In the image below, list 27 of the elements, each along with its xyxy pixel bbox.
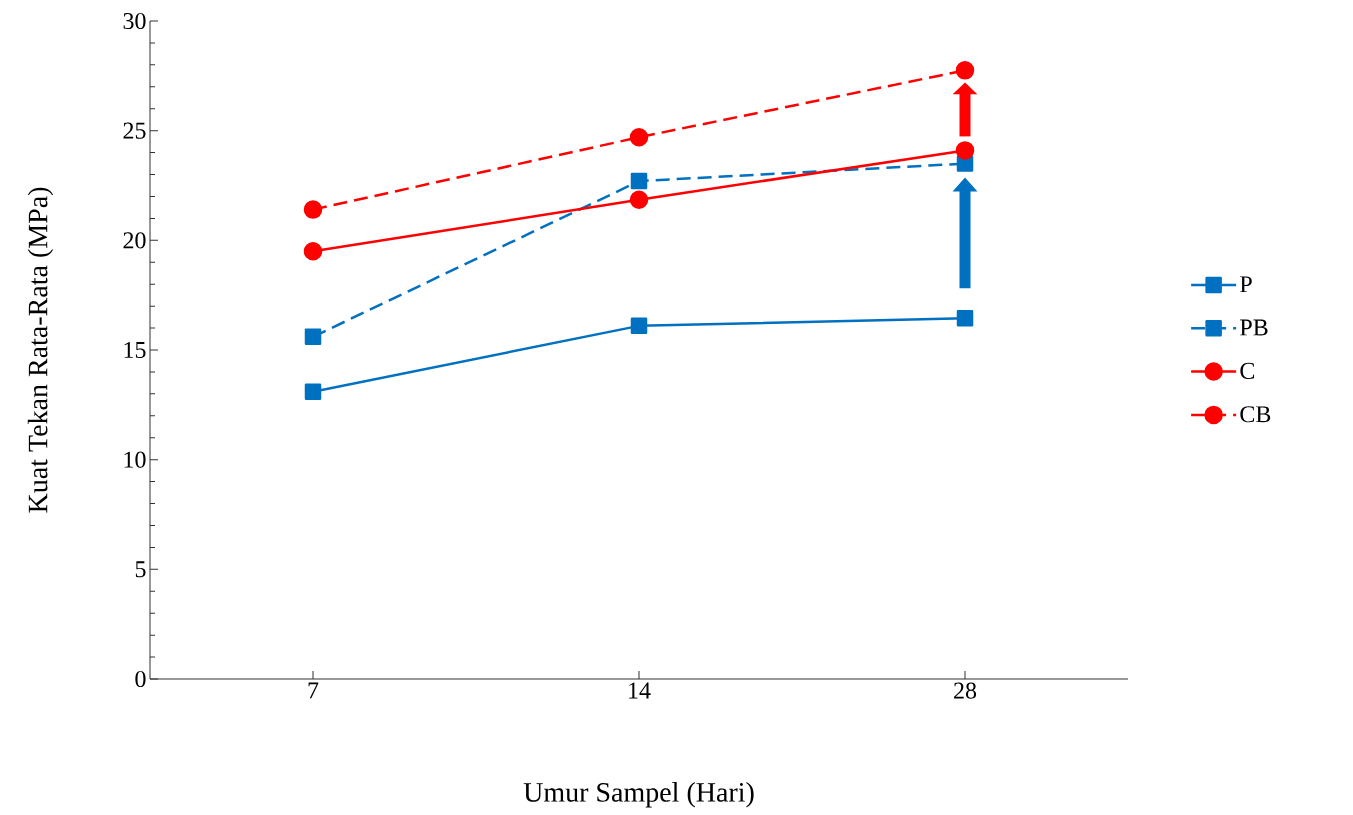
point [303, 242, 323, 261]
y-tick-label: 0 [135, 670, 146, 688]
point [303, 200, 323, 219]
y-tick-label: 25 [123, 122, 146, 139]
x-tick-label: 28 [954, 682, 977, 699]
legend-label: P [1240, 276, 1252, 293]
point [304, 328, 322, 346]
point [955, 61, 975, 80]
point [630, 317, 648, 335]
y-tick-label: 5 [135, 561, 146, 578]
point [955, 141, 975, 160]
y-tick-label: 20 [123, 232, 146, 249]
legend-label: C [1240, 362, 1255, 379]
legend-label: CB [1240, 406, 1271, 423]
point [630, 172, 648, 190]
point [304, 383, 322, 400]
point [956, 309, 974, 327]
point [629, 127, 649, 147]
legend-label: PB [1240, 319, 1268, 336]
point [629, 190, 649, 210]
y-tick-label: 15 [124, 341, 146, 359]
y-tick-label: 10 [124, 451, 146, 468]
x-tick-label: 7 [308, 682, 319, 699]
x-tick-label: 14 [629, 682, 651, 699]
y-axis-title: Kuat Tekan Rata-Rata (MPa) [27, 187, 54, 513]
x-axis-title: Umur Sampel (Hari) [523, 782, 754, 808]
y-tick-label: 30 [123, 12, 146, 30]
